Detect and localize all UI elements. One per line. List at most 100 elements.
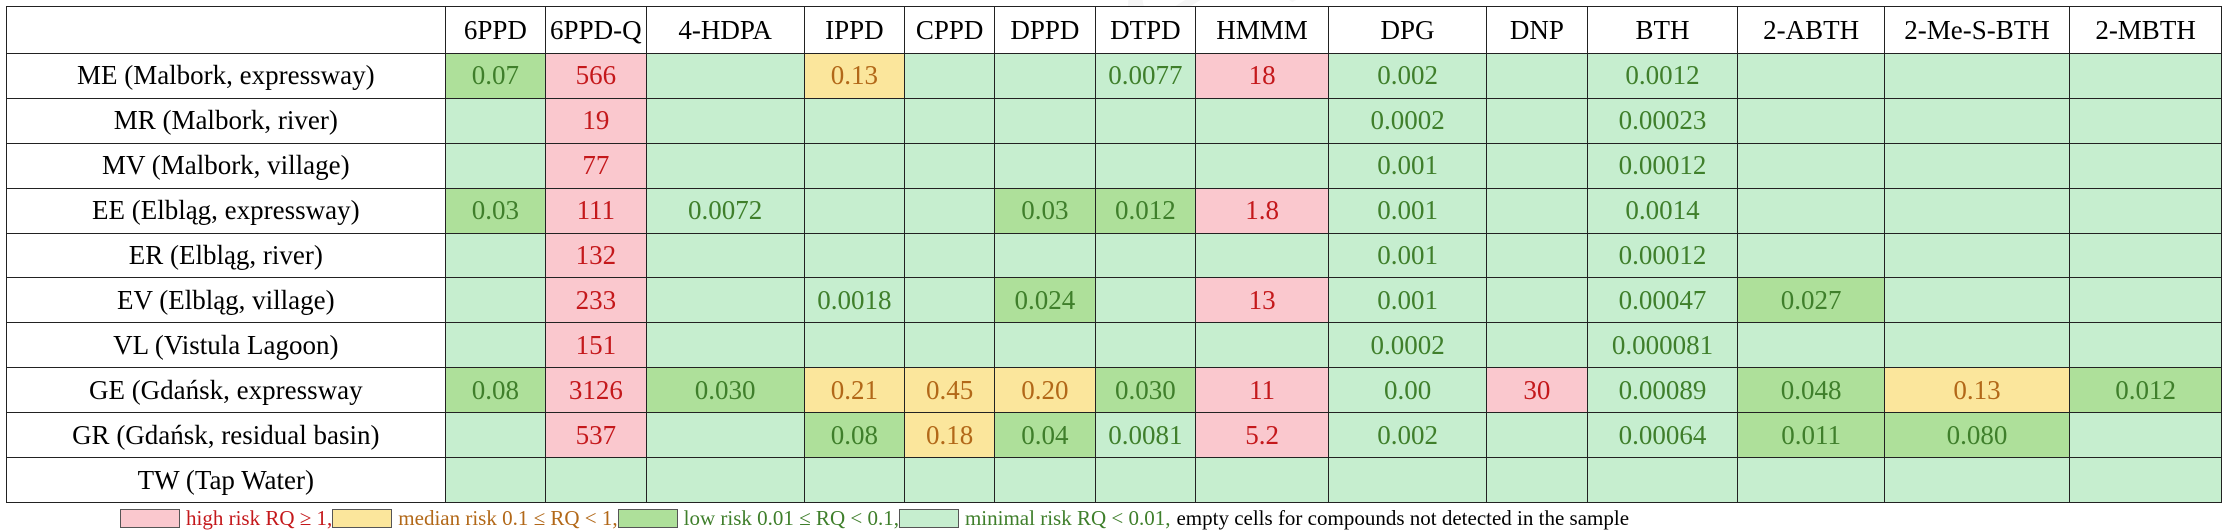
table-body: ME (Malbork, expressway) 0.07 566 0.13 0.007… xyxy=(6,53,2222,503)
rq-cell: 0.0072 xyxy=(645,187,805,234)
rq-cell: 0.030 xyxy=(1094,367,1197,414)
rq-cell: 0.0081 xyxy=(1094,412,1197,459)
rq-cell xyxy=(1486,457,1588,503)
rq-cell: 0.20 xyxy=(994,367,1096,414)
header-row: 6PPD 6PPD-Q 4-HDPA IPPD CPPD DPPD DTPD H… xyxy=(6,6,2222,54)
rq-cell xyxy=(904,142,996,189)
rq-cell xyxy=(1486,232,1588,279)
rq-cell xyxy=(645,232,805,279)
rq-cell xyxy=(2069,412,2222,459)
column-header: DPG xyxy=(1328,6,1488,54)
rq-cell: 0.0018 xyxy=(803,277,906,324)
rq-cell xyxy=(803,97,906,144)
rq-cell xyxy=(1586,457,1739,503)
rq-cell xyxy=(994,53,1096,99)
rq-cell: 0.0012 xyxy=(1586,53,1739,99)
rq-cell: 0.00064 xyxy=(1586,412,1739,459)
rq-cell xyxy=(994,97,1096,144)
rq-cell xyxy=(444,457,547,503)
column-header: BTH xyxy=(1586,6,1739,54)
rq-cell xyxy=(2069,457,2222,503)
rq-cell xyxy=(444,142,547,189)
rq-cell xyxy=(444,322,547,369)
rq-cell xyxy=(1486,277,1588,324)
rq-cell xyxy=(1195,142,1330,189)
table-row: TW (Tap Water) xyxy=(6,457,2222,503)
rq-cell xyxy=(1328,457,1488,503)
row-label: ME (Malbork, expressway) xyxy=(6,53,446,99)
rq-cell xyxy=(645,412,805,459)
rq-cell xyxy=(1195,322,1330,369)
rq-cell xyxy=(1737,457,1885,503)
table-row: ER (Elbląg, river) 132 0.001 0.00012 xyxy=(6,232,2222,279)
rq-cell: 0.0002 xyxy=(1328,97,1488,144)
rq-cell xyxy=(444,232,547,279)
rq-cell xyxy=(1737,97,1885,144)
rq-cell xyxy=(1486,412,1588,459)
rq-cell: 0.00012 xyxy=(1586,142,1739,189)
rq-cell xyxy=(645,53,805,99)
legend-note: empty cells for compounds not detected i… xyxy=(1176,505,1630,530)
rq-cell xyxy=(2069,277,2222,324)
rq-cell xyxy=(994,457,1096,503)
table-row: ME (Malbork, expressway) 0.07 566 0.13 0.007… xyxy=(6,53,2222,99)
rq-cell: 0.13 xyxy=(803,53,906,99)
rq-cell xyxy=(1883,232,2071,279)
rq-cell xyxy=(1737,53,1885,99)
rq-cell: 0.001 xyxy=(1328,277,1488,324)
column-header: DNP xyxy=(1486,6,1588,54)
rq-cell xyxy=(1094,457,1197,503)
rq-cell: 18 xyxy=(1195,53,1330,99)
rq-cell: 19 xyxy=(545,97,647,144)
rq-cell: 3126 xyxy=(545,367,647,414)
rq-cell xyxy=(904,187,996,234)
column-header: HMMM xyxy=(1195,6,1330,54)
rq-cell: 0.0014 xyxy=(1586,187,1739,234)
rq-cell xyxy=(1486,142,1588,189)
rq-cell xyxy=(803,142,906,189)
rq-cell xyxy=(904,53,996,99)
rq-cell xyxy=(645,142,805,189)
rq-cell: 11 xyxy=(1195,367,1330,414)
rq-cell: 537 xyxy=(545,412,647,459)
rq-cell: 0.08 xyxy=(803,412,906,459)
column-header: IPPD xyxy=(803,6,906,54)
row-label: MR (Malbork, river) xyxy=(6,97,446,144)
rq-cell: 0.00 xyxy=(1328,367,1488,414)
rq-cell: 0.080 xyxy=(1883,412,2071,459)
rq-cell: 0.030 xyxy=(645,367,805,414)
rq-cell: 0.024 xyxy=(994,277,1096,324)
rq-cell xyxy=(1883,53,2071,99)
rq-cell xyxy=(1883,142,2071,189)
rq-cell xyxy=(2069,187,2222,234)
rq-cell xyxy=(994,142,1096,189)
rq-cell xyxy=(645,457,805,503)
legend-item-high: high risk RQ ≥ 1, xyxy=(120,506,332,531)
rq-cell: 0.00012 xyxy=(1586,232,1739,279)
rq-cell xyxy=(1737,322,1885,369)
legend-item-median: median risk 0.1 ≤ RQ < 1, xyxy=(332,506,618,531)
rq-cell: 111 xyxy=(545,187,647,234)
table-row: EV (Elbląg, village) 233 0.0018 0.024 13 0.00… xyxy=(6,277,2222,324)
legend-label-high: high risk RQ ≥ 1, xyxy=(186,505,333,530)
rq-cell xyxy=(1094,322,1197,369)
rq-cell: 0.00047 xyxy=(1586,277,1739,324)
rq-cell: 0.001 xyxy=(1328,232,1488,279)
rq-cell xyxy=(1883,277,2071,324)
table-row: GE (Gdańsk, expressway 0.08 3126 0.030 0.21 0… xyxy=(6,367,2222,414)
rq-cell xyxy=(1883,187,2071,234)
rq-cell: 0.012 xyxy=(1094,187,1197,234)
legend-item-minimal: minimal risk RQ < 0.01, xyxy=(898,506,1170,531)
column-header: DPPD xyxy=(994,6,1096,54)
row-label: GR (Gdańsk, residual basin) xyxy=(6,412,446,459)
rq-cell xyxy=(803,457,906,503)
column-header: 2-MBTH xyxy=(2069,6,2222,54)
table-row: EE (Elbląg, expressway) 0.03 111 0.0072 0.03… xyxy=(6,187,2222,234)
legend-swatch-high xyxy=(120,508,180,528)
column-header: 2-Me-S-BTH xyxy=(1883,6,2071,54)
rq-cell xyxy=(994,232,1096,279)
rq-cell: 0.18 xyxy=(904,412,996,459)
rq-cell xyxy=(1195,457,1330,503)
rq-cell: 0.001 xyxy=(1328,142,1488,189)
rq-cell xyxy=(1094,277,1197,324)
